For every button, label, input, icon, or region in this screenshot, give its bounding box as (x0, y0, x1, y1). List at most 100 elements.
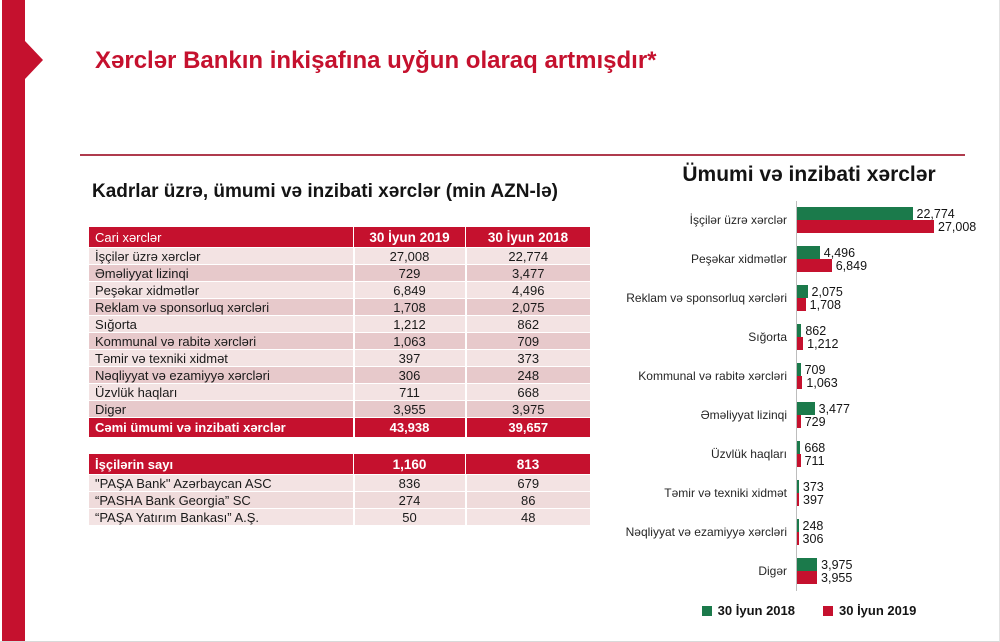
header-cell-30-iyun-2019: 30 İyun 2019 (353, 226, 466, 248)
bar-2019 (797, 415, 801, 428)
chart-bar-line: 4,496 (797, 245, 990, 260)
expenses-table: Cari xərclər 30 İyun 2019 30 İyun 2018 İ… (88, 226, 591, 438)
chart-value-label: 3,975 (821, 557, 853, 572)
row-2018-cell: 4,496 (464, 281, 591, 299)
row-2019-cell: 836 (352, 474, 466, 492)
bar-2019 (797, 220, 934, 233)
chart-value-label: 2,075 (811, 284, 843, 299)
row-2018-cell: 3,975 (464, 400, 591, 418)
chart-bar-line: 3,975 (797, 557, 990, 572)
bar-2019 (797, 532, 799, 545)
chart-bar-line: 1,063 (797, 375, 990, 390)
table-row: “PASHA Bank Georgia” SC 274 86 (88, 491, 591, 509)
row-label-cell: Sığorta (88, 315, 354, 333)
expenses-total-row: Cəmi ümumi və inzibati xərclər 43,938 39… (88, 417, 591, 438)
legend-item-2019: 30 İyun 2019 (823, 603, 916, 618)
chart-value-label: 22,774 (916, 206, 955, 221)
bar-2018 (797, 324, 802, 337)
bar-2018 (797, 441, 801, 454)
chart-row: Nəqliyyat və ezamiyyə xərcləri 248 306 (625, 513, 990, 552)
chart-bar-line: 1,212 (797, 337, 990, 351)
chart-value-label: 27,008 (938, 219, 977, 234)
chart-category-label: Sığorta (748, 329, 787, 344)
chart-bar-line: 709 (797, 362, 990, 377)
table-row: İşçilər üzrə xərclər 27,008 22,774 (88, 247, 591, 265)
chart-category-label: Kommunal və rabitə xərcləri (638, 368, 787, 383)
row-2019-cell: 729 (352, 264, 466, 282)
chart-category-label: Nəqliyyat və ezamiyyə xərcləri (625, 524, 787, 539)
row-2018-cell: 373 (464, 349, 591, 367)
chart-row: Reklam və sponsorluq xərcləri 2,075 1,708 (626, 279, 990, 318)
chart-value-label: 1,063 (806, 375, 838, 390)
legend-swatch-icon (823, 605, 833, 616)
bar-2018 (797, 519, 799, 532)
staff-count-table: İşçilərin sayı 1,160 813 "PAŞA Bank" Azə… (88, 453, 591, 526)
chart-bars-cell: 248 306 (796, 513, 990, 552)
row-label-cell: Təmir və texniki xidmət (88, 349, 354, 367)
total-2018-cell: 39,657 (464, 417, 591, 438)
bar-2019 (797, 298, 806, 311)
chart-bars-cell: 373 397 (796, 474, 990, 513)
row-label-cell: Digər (88, 400, 354, 418)
bar-2019 (797, 454, 801, 467)
row-2018-cell: 862 (464, 315, 591, 333)
row-2019-cell: 6,849 (352, 281, 466, 299)
row-label-cell: “PASHA Bank Georgia” SC (88, 491, 354, 509)
row-2019-cell: 27,008 (352, 247, 466, 265)
bar-2018 (797, 285, 808, 298)
chart-bars-cell: 22,774 27,008 (796, 201, 990, 240)
chart-value-label: 668 (804, 440, 826, 455)
chart-row: Sığorta 862 1,212 (628, 318, 990, 357)
chart-bar-line: 373 (797, 480, 990, 494)
row-label-cell: Kommunal və rabitə xərcləri (88, 332, 354, 350)
row-2019-cell: 274 (352, 491, 466, 509)
tables-section: Kadrlar üzrə, ümumi və inzibati xərclər … (88, 181, 591, 526)
chart-bars-cell: 3,477 729 (796, 396, 990, 435)
bar-2019 (797, 376, 803, 389)
bar-2018 (797, 402, 815, 415)
chart-value-label: 711 (804, 453, 825, 468)
row-label-cell: Nəqliyyat və ezamiyyə xərcləri (88, 366, 354, 384)
chart-bars-cell: 2,075 1,708 (796, 279, 990, 318)
row-label-cell: "PAŞA Bank" Azərbaycan ASC (88, 474, 354, 492)
table-row: "PAŞA Bank" Azərbaycan ASC 836 679 (88, 474, 591, 492)
chart-title: Ümumi və inzibati xərclər (682, 163, 936, 186)
row-2019-cell: 3,955 (352, 400, 466, 418)
expenses-table-header-row: Cari xərclər 30 İyun 2019 30 İyun 2018 (88, 226, 591, 248)
bar-2019 (797, 493, 799, 506)
row-label-cell: İşçilər üzrə xərclər (88, 247, 354, 265)
row-2019-cell: 306 (352, 366, 466, 384)
chart-category-label: Peşəkar xidmətlər (690, 251, 787, 266)
total-2019-cell: 43,938 (352, 417, 466, 438)
chart-bar-line: 397 (797, 493, 990, 507)
chart-bar-line: 668 (797, 440, 990, 455)
chart-value-label: 248 (802, 518, 824, 533)
table-row: Əməliyyat lizinqi 729 3,477 (88, 264, 591, 282)
row-2018-cell: 3,477 (464, 264, 591, 282)
chart-value-label: 1,708 (809, 297, 841, 312)
chart-value-label: 862 (805, 323, 827, 338)
chart-bar-line: 729 (797, 414, 990, 429)
bar-2019 (797, 571, 818, 584)
chart-bar-line: 27,008 (797, 219, 990, 234)
chart-category-label: Əməliyyat lizinqi (700, 407, 787, 422)
chart-row: İşçilər üzrə xərclər 22,774 27,008 (628, 201, 990, 240)
chart-bars-cell: 862 1,212 (796, 318, 990, 357)
bar-2018 (797, 246, 820, 259)
row-2018-cell: 709 (464, 332, 591, 350)
row-2019-cell: 1,212 (352, 315, 466, 333)
chart-bar-line: 6,849 (797, 259, 990, 273)
bar-2019 (797, 337, 804, 350)
chart-bars-cell: 709 1,063 (796, 357, 990, 396)
staff-header-label: İşçilərin sayı (88, 453, 354, 475)
chart-value-label: 4,496 (823, 245, 856, 260)
chart-legend: 30 İyun 2018 30 İyun 2019 (628, 603, 990, 618)
chart-row: Digər 3,975 3,955 (628, 552, 990, 591)
chart-row: Peşəkar xidmətlər 4,496 6,849 (628, 240, 990, 279)
chart-value-label: 729 (804, 414, 826, 429)
slide-title: Xərclər Bankın inkişafına uyğun olaraq a… (95, 47, 657, 74)
chart-bars-cell: 3,975 3,955 (796, 552, 990, 591)
row-2018-cell: 86 (464, 491, 591, 509)
chart-category-label: Təmir və texniki xidmət (664, 485, 787, 500)
chart-value-label: 709 (804, 362, 826, 377)
